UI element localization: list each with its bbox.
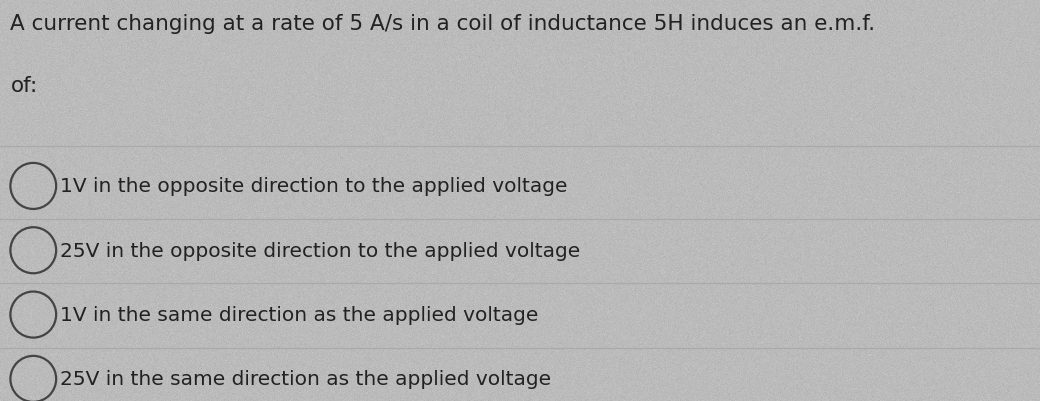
Text: 25V in the same direction as the applied voltage: 25V in the same direction as the applied…: [60, 369, 551, 389]
Text: 25V in the opposite direction to the applied voltage: 25V in the opposite direction to the app…: [60, 241, 580, 260]
Text: A current changing at a rate of 5 A/s in a coil of inductance 5H induces an e.m.: A current changing at a rate of 5 A/s in…: [10, 14, 876, 34]
Text: 1V in the same direction as the applied voltage: 1V in the same direction as the applied …: [60, 305, 539, 324]
Text: of:: of:: [10, 76, 37, 96]
Text: 1V in the opposite direction to the applied voltage: 1V in the opposite direction to the appl…: [60, 177, 568, 196]
